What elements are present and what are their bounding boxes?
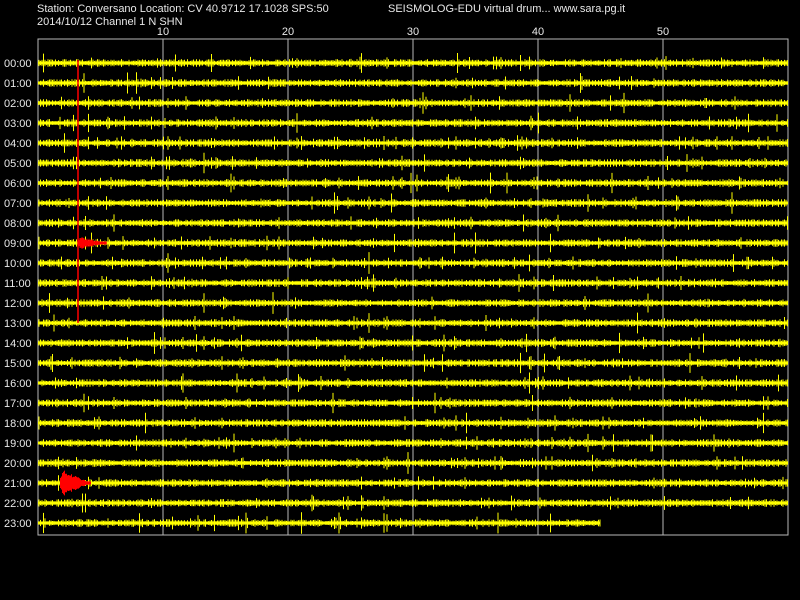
row-label-1800: 18:00 [4, 418, 32, 430]
row-label-2000: 20:00 [4, 458, 32, 470]
row-label-1300: 13:00 [4, 318, 32, 330]
noise-row-1500 [38, 352, 788, 374]
noise-row-2200 [38, 493, 788, 513]
row-label-1500: 15:00 [4, 358, 32, 370]
noise-row-1100 [38, 274, 788, 292]
noise-row-0800 [38, 214, 788, 232]
noise-row-1800 [38, 412, 788, 434]
row-label-0200: 02:00 [4, 98, 32, 110]
noise-row-0300 [38, 112, 788, 134]
noise-row-0700 [38, 192, 788, 214]
row-label-0900: 09:00 [4, 238, 32, 250]
row-label-0600: 06:00 [4, 178, 32, 190]
row-label-0300: 03:00 [4, 118, 32, 130]
noise-row-0100 [38, 72, 788, 94]
row-label-1100: 11:00 [4, 278, 31, 290]
noise-row-1400 [38, 332, 788, 354]
drum-title: SEISMOLOG-EDU virtual drum... www.sara.p… [388, 3, 626, 15]
noise-row-1900 [38, 433, 788, 453]
station-info: Station: Conversano Location: CV 40.9712… [37, 3, 329, 15]
x-tick-label-40: 40 [532, 26, 544, 38]
row-label-2300: 23:00 [4, 518, 32, 530]
noise-row-2100 [38, 475, 788, 491]
noise-row-0500 [38, 152, 788, 174]
x-tick-label-30: 30 [407, 26, 419, 38]
row-label-1000: 10:00 [4, 258, 32, 270]
x-tick-label-10: 10 [157, 26, 169, 38]
date-channel-info: 2014/10/12 Channel 1 N SHN [37, 16, 183, 28]
row-label-1600: 16:00 [4, 378, 32, 390]
row-label-0800: 08:00 [4, 218, 32, 230]
row-label-1200: 12:00 [4, 298, 32, 310]
noise-row-1600 [38, 372, 788, 394]
row-label-2200: 22:00 [4, 498, 32, 510]
row-label-1700: 17:00 [4, 398, 32, 410]
row-label-2100: 21:00 [4, 478, 32, 490]
noise-row-2300 [38, 512, 601, 534]
row-label-0000: 00:00 [4, 58, 32, 70]
noise-row-0000 [38, 53, 788, 73]
noise-row-1000 [38, 252, 788, 274]
noise-row-2000 [38, 452, 788, 474]
row-label-0500: 05:00 [4, 158, 32, 170]
noise-row-0600 [38, 172, 788, 194]
noise-row-0400 [38, 133, 788, 153]
noise-row-1200 [38, 292, 788, 314]
row-label-0100: 01:00 [4, 78, 32, 90]
row-label-0700: 07:00 [4, 198, 32, 210]
noise-row-0900 [38, 232, 788, 254]
x-tick-label-50: 50 [657, 26, 669, 38]
row-label-1900: 19:00 [4, 438, 32, 450]
row-label-1400: 14:00 [4, 338, 32, 350]
noise-row-0200 [38, 92, 788, 114]
row-label-0400: 04:00 [4, 138, 32, 150]
x-tick-label-20: 20 [282, 26, 294, 38]
noise-row-1700 [38, 392, 788, 414]
noise-row-1300 [38, 312, 788, 334]
event-wave-1 [60, 470, 91, 496]
